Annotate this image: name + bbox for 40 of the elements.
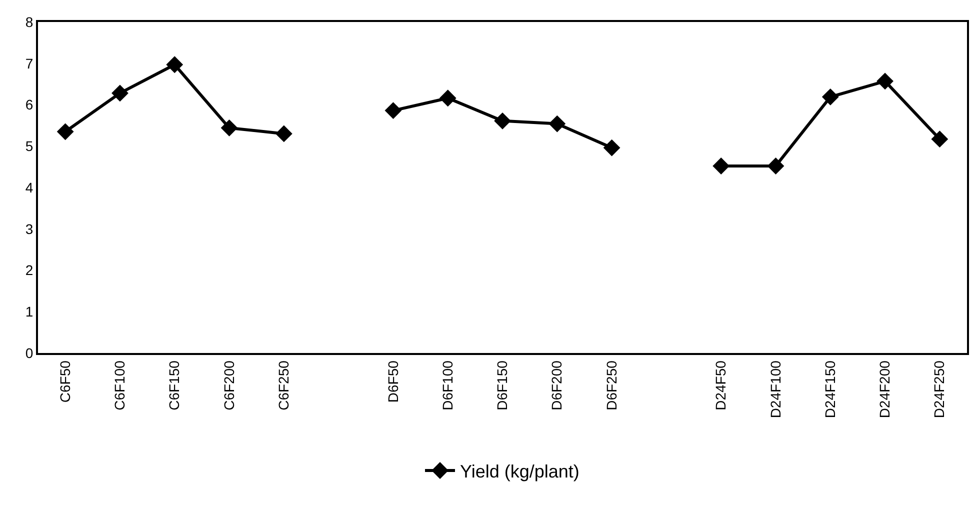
x-tick-label: D6F150 xyxy=(494,360,510,410)
x-tick-label: C6F100 xyxy=(112,360,128,410)
point xyxy=(603,139,620,156)
x-tick-label: C6F200 xyxy=(220,360,237,410)
point xyxy=(767,158,784,174)
y-tick-label: 1 xyxy=(25,304,34,320)
x-tick-label: C6F250 xyxy=(275,360,292,410)
x-tick-label: C6F150 xyxy=(166,360,182,410)
y-tick-label: 8 xyxy=(25,14,34,30)
y-tick-label: 5 xyxy=(25,138,34,154)
point xyxy=(822,88,839,106)
x-tick-label: D24F150 xyxy=(822,360,838,418)
x-tick-label: D6F50 xyxy=(384,360,401,403)
point xyxy=(494,112,511,130)
x-tick-label: D6F100 xyxy=(439,360,456,410)
x-tick-label: D24F200 xyxy=(876,360,893,418)
x-tick-label: D24F100 xyxy=(767,360,784,418)
point xyxy=(548,115,566,132)
y-tick-label: 7 xyxy=(25,55,34,72)
x-tick-label: D6F250 xyxy=(603,360,620,410)
point xyxy=(56,123,74,140)
point xyxy=(275,125,292,142)
point xyxy=(439,90,456,107)
point xyxy=(876,72,894,90)
y-tick-label: 6 xyxy=(25,96,34,113)
x-tick-label: D24F250 xyxy=(931,360,948,418)
point xyxy=(166,56,184,74)
x-tick-label: D24F50 xyxy=(712,360,729,410)
point xyxy=(112,84,128,102)
y-tick-label: 2 xyxy=(25,262,34,278)
y-tick-label: 3 xyxy=(25,220,34,237)
y-tick-label: 0 xyxy=(25,344,34,361)
x-tick-label: C6F50 xyxy=(56,360,73,403)
point xyxy=(712,158,730,174)
point xyxy=(384,102,402,119)
point xyxy=(220,119,238,136)
point xyxy=(931,130,948,148)
x-tick-label: D6F200 xyxy=(548,360,565,410)
y-tick-label: 4 xyxy=(25,179,34,196)
legend-label: Yield (kg/plant) xyxy=(460,462,580,482)
